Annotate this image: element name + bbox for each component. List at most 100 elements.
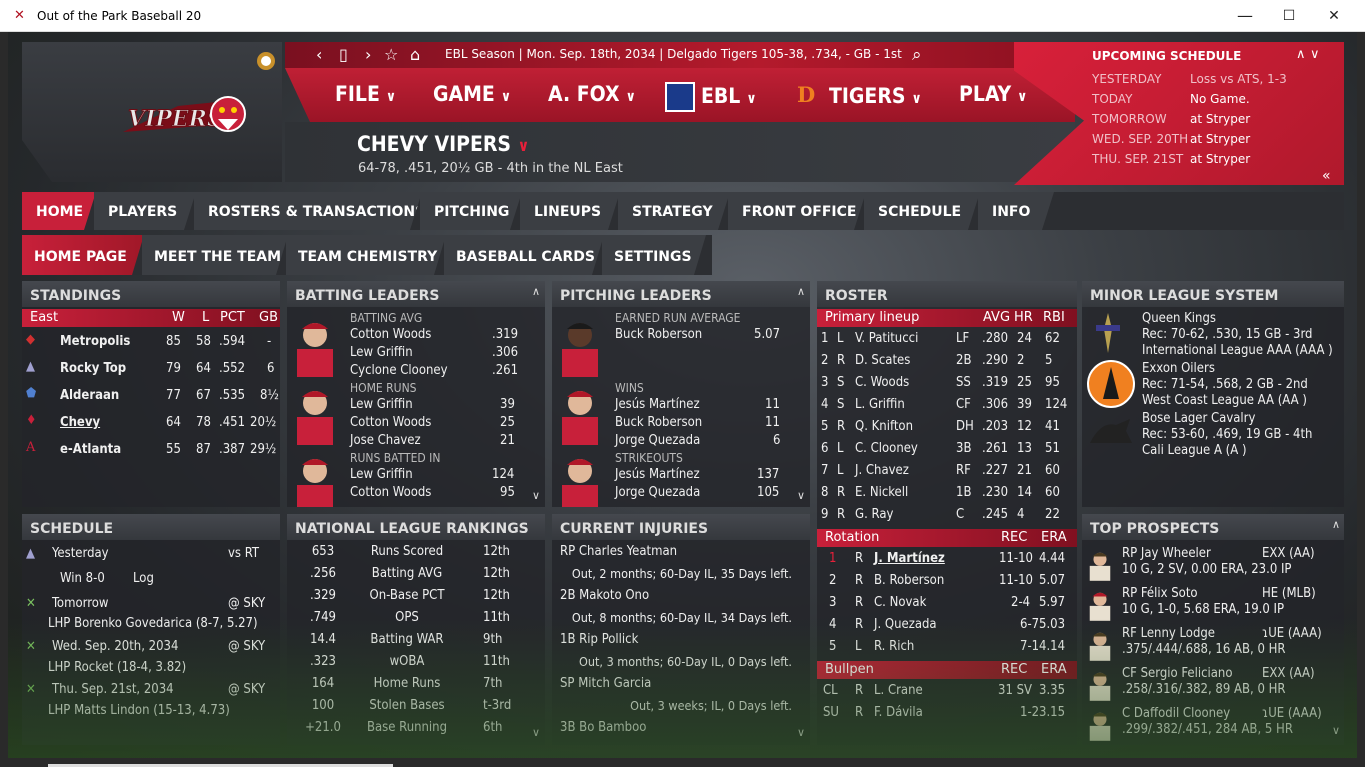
leader-name[interactable]: Cotton Woods: [350, 485, 432, 500]
player-name[interactable]: J. Chavez: [855, 463, 909, 478]
tab-players[interactable]: PLAYERS: [94, 192, 196, 230]
chevron-down-icon[interactable]: ∨: [1310, 47, 1320, 62]
minor-team-name[interactable]: Bose Lager Cavalry: [1142, 411, 1256, 426]
player-name[interactable]: V. Patitucci: [855, 331, 919, 346]
player-photo: [1089, 552, 1111, 581]
search-icon[interactable]: ⌕: [912, 45, 922, 65]
leader-name[interactable]: Buck Roberson: [615, 327, 703, 342]
leader-name[interactable]: Buck Roberson: [615, 415, 703, 430]
tab-baseball-cards[interactable]: BASEBALL CARDS: [444, 235, 604, 275]
scroll-down-icon[interactable]: ∨: [797, 489, 806, 502]
tab-lineups[interactable]: LINEUPS: [520, 192, 620, 230]
menu-league[interactable]: EBL ∨: [665, 82, 757, 112]
leader-name[interactable]: Cotton Woods: [350, 327, 432, 342]
maximize-button[interactable]: ☐: [1282, 8, 1296, 24]
chevron-up-icon[interactable]: ∧: [1296, 47, 1306, 62]
injured-player[interactable]: 2B Makoto Ono: [560, 588, 650, 603]
player-name[interactable]: J. Martínez: [874, 551, 945, 566]
leader-name[interactable]: Jorge Quezada: [615, 485, 701, 500]
tab-home-page[interactable]: HOME PAGE: [22, 235, 144, 275]
player-name[interactable]: C. Novak: [874, 595, 927, 610]
position: CF: [956, 397, 971, 412]
stat-value: 100: [311, 698, 335, 713]
collapse-icon[interactable]: «: [1322, 168, 1331, 184]
prospect-name[interactable]: C Daffodil Clooney: [1122, 706, 1231, 721]
menu-team[interactable]: D TIGERS ∨: [797, 82, 922, 112]
player-name[interactable]: F. Dávila: [874, 705, 923, 720]
player-name[interactable]: C. Woods: [855, 375, 910, 390]
menu-file[interactable]: FILE ∨: [335, 82, 397, 106]
order: 5: [829, 639, 837, 654]
prospect-name[interactable]: RF Lenny Lodge: [1122, 626, 1215, 641]
tab-home[interactable]: HOME: [22, 192, 96, 230]
tab-front-office[interactable]: FRONT OFFICE: [728, 192, 866, 230]
scroll-up-icon[interactable]: ∧: [1332, 518, 1341, 531]
role: SU: [823, 705, 839, 720]
menu-play[interactable]: PLAY ∨: [959, 82, 1028, 106]
scroll-up-icon[interactable]: ∧: [532, 285, 541, 298]
player-name[interactable]: D. Scates: [855, 353, 911, 368]
scroll-down-icon[interactable]: ∨: [532, 489, 541, 502]
player-name[interactable]: G. Ray: [855, 507, 894, 522]
player-name[interactable]: L. Griffin: [855, 397, 905, 412]
forward-arrow-icon[interactable]: ›: [365, 45, 372, 64]
player-name[interactable]: R. Rich: [874, 639, 915, 654]
player-name[interactable]: Q. Knifton: [855, 419, 913, 434]
player-name[interactable]: C. Clooney: [855, 441, 918, 456]
order: 8: [821, 485, 829, 500]
minor-team-name[interactable]: Queen Kings: [1142, 311, 1216, 326]
game-log-link[interactable]: Log: [133, 571, 154, 586]
leader-name[interactable]: Lew Griffin: [350, 397, 413, 412]
player-name[interactable]: E. Nickell: [855, 485, 909, 500]
injured-player[interactable]: SP Mitch Garcia: [560, 676, 652, 691]
tab-meet-the-team[interactable]: MEET THE TEAM: [142, 235, 288, 275]
tab-team-chemistry[interactable]: TEAM CHEMISTRY: [286, 235, 446, 275]
menu-manager[interactable]: A. FOX ∨: [548, 82, 636, 106]
leader-name[interactable]: Cotton Woods: [350, 415, 432, 430]
leader-name[interactable]: Jose Chavez: [350, 433, 421, 448]
player-name[interactable]: B. Roberson: [874, 573, 945, 588]
stat-rank: 12th: [483, 544, 510, 559]
close-button[interactable]: ✕: [1328, 8, 1340, 24]
player-name[interactable]: J. Quezada: [874, 617, 937, 632]
sky-logo-icon: ✕: [26, 596, 36, 611]
leader-name[interactable]: Cyclone Clooney: [350, 363, 448, 378]
scroll-down-icon[interactable]: ∨: [532, 726, 541, 739]
injured-player[interactable]: 3B Bo Bamboo: [560, 720, 647, 735]
leader-name[interactable]: Jesús Martínez: [615, 467, 700, 482]
injured-player[interactable]: RP Charles Yeatman: [560, 544, 678, 559]
tab-settings[interactable]: SETTINGS: [602, 235, 706, 275]
baseball-glove-icon[interactable]: [255, 50, 277, 72]
tab-pitching[interactable]: PITCHING: [420, 192, 522, 230]
tab-rosters-transactions[interactable]: ROSTERS & TRANSACTIONS: [194, 192, 422, 230]
injured-player[interactable]: 1B Rip Pollick: [560, 632, 639, 647]
menu-game[interactable]: GAME ∨: [433, 82, 512, 106]
player-name[interactable]: L. Crane: [874, 683, 923, 698]
minor-team-name[interactable]: Exxon Oilers: [1142, 361, 1215, 376]
leader-name[interactable]: Lew Griffin: [350, 345, 413, 360]
back-arrow-icon[interactable]: ‹: [316, 45, 323, 64]
stat-name: OPS: [395, 610, 419, 625]
team-name[interactable]: CHEVY VIPERS ∨: [357, 132, 530, 156]
page-icon[interactable]: ▯: [339, 45, 348, 64]
leader-name[interactable]: Jorge Quezada: [615, 433, 701, 448]
scroll-up-icon[interactable]: ∧: [797, 285, 806, 298]
home-icon[interactable]: ⌂: [410, 45, 421, 64]
minimize-button[interactable]: —: [1237, 6, 1253, 25]
order: 4: [829, 617, 837, 632]
scroll-down-icon[interactable]: ∨: [797, 726, 806, 739]
hr: 13: [1017, 441, 1032, 456]
prospect-name[interactable]: CF Sergio Feliciano: [1122, 666, 1233, 681]
main-tabs: HOME PLAYERS ROSTERS & TRANSACTIONS PITC…: [22, 192, 1344, 230]
star-icon[interactable]: ☆: [384, 45, 399, 64]
hr: 2: [1017, 353, 1025, 368]
tab-info[interactable]: INFO: [978, 192, 1054, 230]
prospect-name[interactable]: RP Félix Soto: [1122, 586, 1198, 601]
scroll-down-icon[interactable]: ∨: [1332, 724, 1341, 737]
leader-name[interactable]: Lew Griffin: [350, 467, 413, 482]
tab-schedule[interactable]: SCHEDULE: [864, 192, 980, 230]
prospect-name[interactable]: RP Jay Wheeler: [1122, 546, 1211, 561]
rbi: 5: [1045, 353, 1053, 368]
tab-strategy[interactable]: STRATEGY: [618, 192, 730, 230]
leader-name[interactable]: Jesús Martínez: [615, 397, 700, 412]
